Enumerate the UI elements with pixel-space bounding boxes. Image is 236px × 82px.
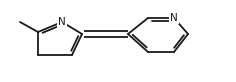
Text: N: N bbox=[170, 13, 178, 23]
Text: N: N bbox=[58, 17, 66, 27]
